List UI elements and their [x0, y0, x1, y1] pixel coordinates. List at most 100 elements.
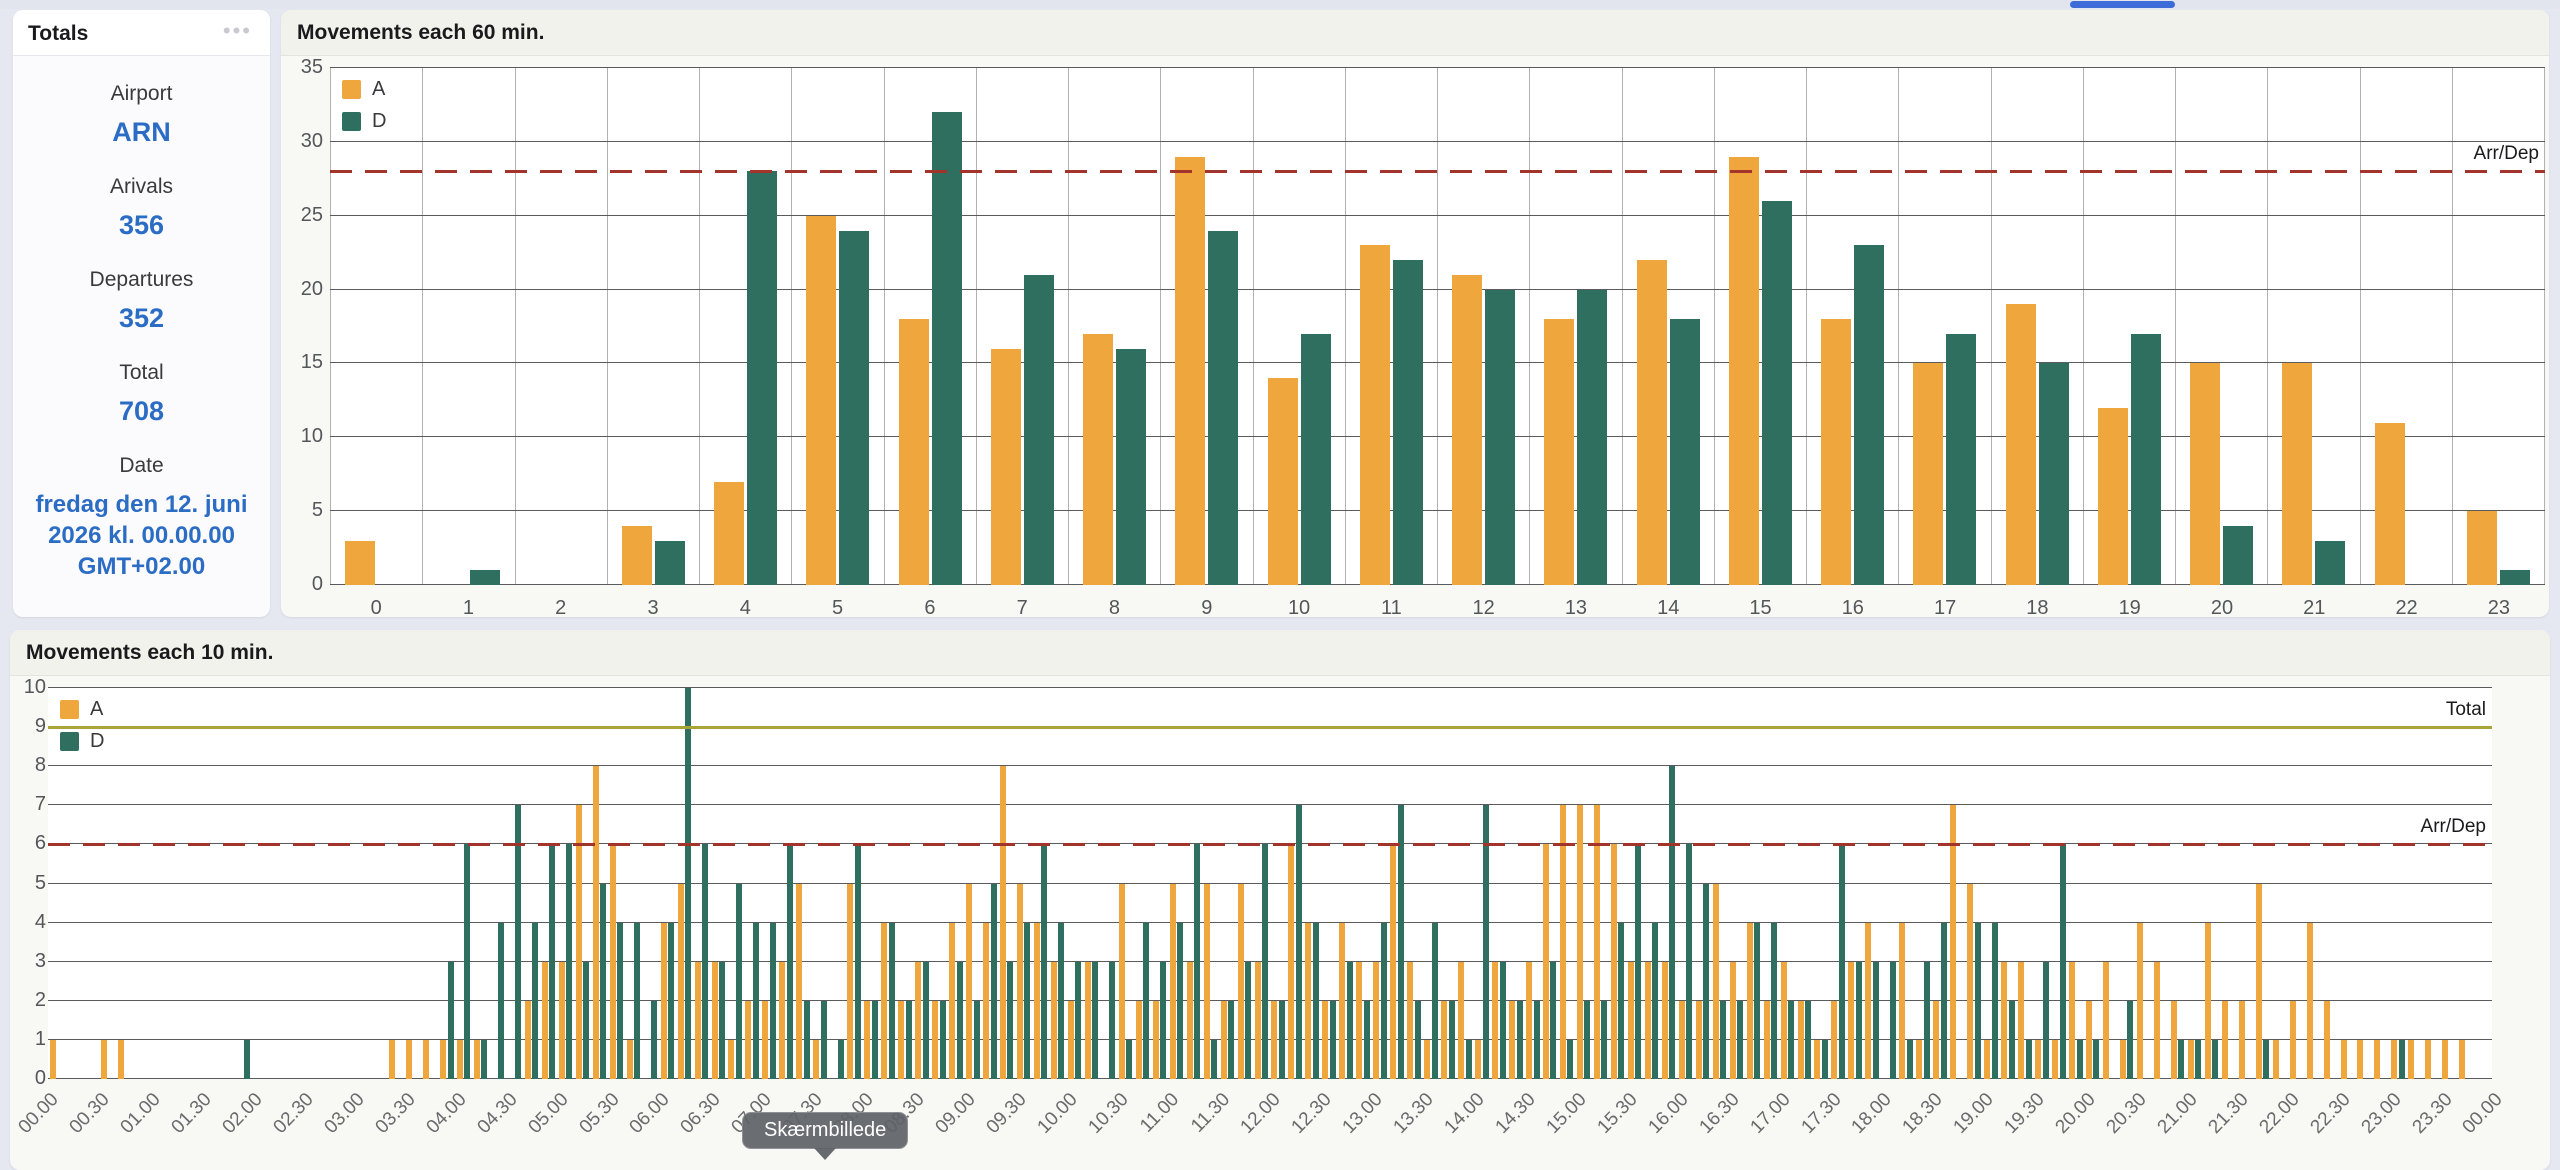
bar-d-16[interactable] — [1854, 245, 1885, 585]
bar-d-05.40[interactable] — [634, 922, 641, 1079]
bar-d-21[interactable] — [2315, 540, 2346, 585]
bar-d-20.50[interactable] — [2178, 1039, 2185, 1079]
bar-d-04.50[interactable] — [549, 844, 556, 1079]
bar-d-09.10[interactable] — [990, 883, 997, 1079]
bar-d-10.10[interactable] — [1092, 961, 1099, 1079]
bar-a-04.00[interactable] — [456, 1039, 463, 1079]
bar-a-00.40[interactable] — [117, 1039, 124, 1079]
bar-d-19.10[interactable] — [2008, 1000, 2015, 1079]
bar-a-06.40[interactable] — [728, 1039, 735, 1079]
bar-d-14.50[interactable] — [1567, 1039, 1574, 1079]
bar-a-14.20[interactable] — [1509, 1000, 1516, 1079]
bar-a-19.00[interactable] — [1984, 1039, 1991, 1079]
bar-d-04.10[interactable] — [481, 1039, 488, 1079]
bar-a-03.40[interactable] — [423, 1039, 430, 1079]
bar-d-07.50[interactable] — [854, 844, 861, 1079]
bar-d-20.20[interactable] — [2127, 1000, 2134, 1079]
bar-d-12.30[interactable] — [1329, 1000, 1336, 1079]
bar-a-08.20[interactable] — [898, 1000, 905, 1079]
bar-d-21.10[interactable] — [2212, 1039, 2219, 1079]
bar-a-10.50[interactable] — [1152, 1000, 1159, 1079]
bar-a-19.10[interactable] — [2001, 961, 2008, 1079]
bar-d-10.00[interactable] — [1075, 961, 1082, 1079]
bar-a-17.40[interactable] — [1848, 961, 1855, 1079]
bar-a-12.10[interactable] — [1288, 844, 1295, 1079]
bar-d-03.50[interactable] — [447, 961, 454, 1079]
bar-d-13.40[interactable] — [1448, 1000, 1455, 1079]
bar-a-22.20[interactable] — [2323, 1000, 2330, 1079]
bar-a-16.30[interactable] — [1729, 961, 1736, 1079]
bar-a-09.10[interactable] — [983, 922, 990, 1079]
bar-d-9[interactable] — [1208, 230, 1239, 585]
bar-d-11.10[interactable] — [1194, 844, 1201, 1079]
bar-a-06.10[interactable] — [677, 883, 684, 1079]
bar-a-10.40[interactable] — [1135, 1000, 1142, 1079]
bar-d-12.10[interactable] — [1295, 805, 1302, 1079]
bar-d-20[interactable] — [2223, 525, 2254, 585]
top-scrollbar-thumb[interactable] — [2070, 1, 2175, 8]
bar-d-07.30[interactable] — [820, 1000, 827, 1079]
bar-d-11.20[interactable] — [1211, 1039, 1218, 1079]
bar-d-5[interactable] — [839, 230, 870, 585]
bar-a-7[interactable] — [990, 348, 1021, 585]
bar-d-11.50[interactable] — [1262, 844, 1269, 1079]
bar-d-04.20[interactable] — [498, 922, 505, 1079]
bar-d-12.50[interactable] — [1363, 1000, 1370, 1079]
bar-d-18.30[interactable] — [1940, 922, 1947, 1079]
bar-a-00.00[interactable] — [49, 1039, 56, 1079]
bar-d-06.40[interactable] — [735, 883, 742, 1079]
bar-a-23.10[interactable] — [2408, 1039, 2415, 1079]
bar-d-1[interactable] — [470, 570, 501, 585]
bar-d-13.30[interactable] — [1431, 922, 1438, 1079]
bar-a-19.20[interactable] — [2018, 961, 2025, 1079]
bar-d-05.00[interactable] — [566, 844, 573, 1079]
bar-d-16.40[interactable] — [1754, 922, 1761, 1079]
bar-a-08.00[interactable] — [864, 1000, 871, 1079]
bar-d-05.30[interactable] — [617, 922, 624, 1079]
bar-a-20.00[interactable] — [2085, 1000, 2092, 1079]
bar-a-11.40[interactable] — [1237, 883, 1244, 1079]
bar-d-07.10[interactable] — [786, 844, 793, 1079]
bar-d-08.10[interactable] — [888, 922, 895, 1079]
bar-a-08.30[interactable] — [915, 961, 922, 1079]
bar-a-14.00[interactable] — [1475, 1039, 1482, 1079]
bar-a-14.50[interactable] — [1559, 805, 1566, 1079]
bar-a-6[interactable] — [898, 319, 929, 585]
bar-a-23.30[interactable] — [2442, 1039, 2449, 1079]
bar-a-17[interactable] — [1913, 363, 1944, 585]
bar-a-03.30[interactable] — [406, 1039, 413, 1079]
bar-a-04.40[interactable] — [524, 1000, 531, 1079]
bar-a-06.00[interactable] — [660, 922, 667, 1079]
bar-d-19.40[interactable] — [2059, 844, 2066, 1079]
bar-a-09.50[interactable] — [1050, 961, 1057, 1079]
bar-d-14.40[interactable] — [1550, 961, 1557, 1079]
bar-a-22[interactable] — [2374, 422, 2405, 585]
bar-d-08.20[interactable] — [905, 1000, 912, 1079]
bar-a-15[interactable] — [1728, 156, 1759, 585]
bar-d-18.10[interactable] — [1906, 1039, 1913, 1079]
bar-a-09.00[interactable] — [966, 883, 973, 1079]
bar-a-11.20[interactable] — [1203, 883, 1210, 1079]
bar-d-14.30[interactable] — [1533, 1000, 1540, 1079]
bar-a-13.50[interactable] — [1458, 961, 1465, 1079]
bar-d-17.30[interactable] — [1838, 844, 1845, 1079]
bar-d-8[interactable] — [1116, 348, 1147, 585]
bar-a-10.00[interactable] — [1067, 1000, 1074, 1079]
bar-d-19.50[interactable] — [2076, 1039, 2083, 1079]
ellipsis-icon[interactable]: ••• — [222, 18, 252, 43]
bar-d-17.00[interactable] — [1788, 1000, 1795, 1079]
bar-a-09.40[interactable] — [1033, 922, 1040, 1079]
bar-a-16[interactable] — [1821, 319, 1852, 585]
bar-d-06.30[interactable] — [719, 961, 726, 1079]
bar-d-3[interactable] — [654, 540, 685, 585]
bar-a-07.30[interactable] — [813, 1039, 820, 1079]
bar-a-16.00[interactable] — [1678, 1000, 1685, 1079]
bar-a-22.00[interactable] — [2289, 1000, 2296, 1079]
bar-a-13.30[interactable] — [1424, 1039, 1431, 1079]
bar-d-17.50[interactable] — [1872, 961, 1879, 1079]
bar-d-20.00[interactable] — [2093, 1039, 2100, 1079]
bar-d-11.00[interactable] — [1177, 922, 1184, 1079]
bar-a-13.10[interactable] — [1390, 844, 1397, 1079]
bar-a-04.50[interactable] — [541, 961, 548, 1079]
bar-d-08.40[interactable] — [939, 1000, 946, 1079]
